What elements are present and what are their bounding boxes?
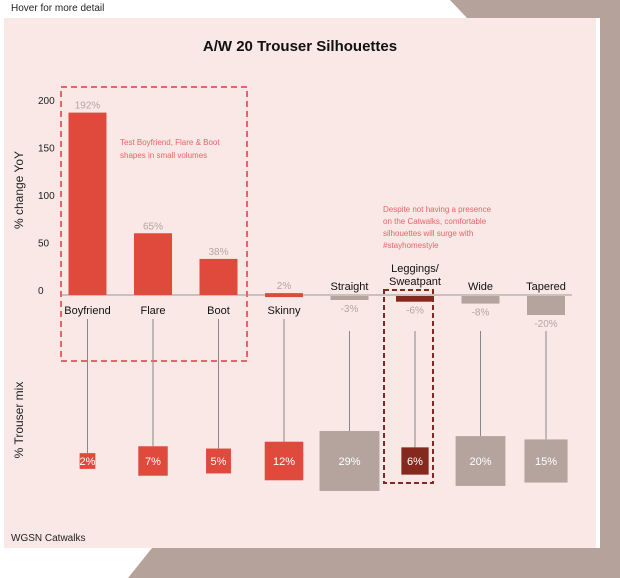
mix-box-leggings-sweatpant[interactable] — [401, 447, 429, 475]
bar-wide[interactable] — [461, 296, 500, 304]
annotation-test-shapes: shapes in small volumes — [120, 151, 207, 160]
yoy-value-label: -20% — [534, 319, 557, 330]
yoy-value-label: 192% — [75, 101, 101, 112]
y-tick-label: 100 — [38, 191, 55, 202]
annotation-stayhome: Despite not having a presence — [383, 205, 492, 214]
category-label: Wide — [468, 281, 493, 293]
category-label: Leggings/ — [391, 263, 440, 275]
bar-flare[interactable] — [134, 233, 172, 295]
mix-value-label: 20% — [469, 456, 491, 468]
y-axis-label-2: % Trouser mix — [12, 382, 26, 459]
yoy-value-label: 65% — [143, 221, 163, 232]
y-tick-label: 50 — [38, 239, 50, 250]
category-label: Boot — [207, 305, 230, 317]
mix-value-label: 12% — [273, 456, 295, 468]
mix-box-skinny[interactable] — [264, 441, 304, 481]
bar-skinny[interactable] — [265, 293, 303, 298]
category-label: Sweatpant — [389, 276, 441, 288]
chart-title: A/W 20 Trouser Silhouettes — [203, 38, 397, 55]
category-label: Boyfriend — [64, 305, 110, 317]
highlight-box-leggings — [383, 289, 434, 484]
mix-box-straight[interactable] — [319, 431, 380, 491]
yoy-value-label: -8% — [472, 308, 490, 319]
bar-leggings-sweatpant[interactable] — [396, 296, 434, 302]
mix-box-boyfriend[interactable] — [79, 453, 96, 469]
bar-boyfriend[interactable] — [68, 112, 107, 295]
mix-value-label: 7% — [145, 456, 161, 468]
mix-box-boot[interactable] — [206, 448, 231, 474]
mix-box-tapered[interactable] — [524, 439, 568, 483]
y-tick-label: 150 — [38, 144, 55, 155]
annotation-stayhome: #stayhomestyle — [383, 241, 439, 250]
mix-value-label: 15% — [535, 456, 557, 468]
yoy-value-label: -6% — [406, 306, 424, 317]
annotation-test-shapes: Test Boyfriend, Flare & Boot — [120, 138, 220, 147]
category-label: Straight — [331, 281, 369, 293]
mix-value-label: 2% — [80, 456, 96, 468]
hover-hint: Hover for more detail — [11, 3, 105, 14]
mix-value-label: 29% — [338, 456, 360, 468]
bar-boot[interactable] — [199, 258, 238, 295]
source-label: WGSN Catwalks — [11, 533, 85, 544]
highlight-box-group-1 — [60, 86, 248, 362]
y-tick-label: 200 — [38, 96, 55, 107]
yoy-value-label: 2% — [277, 281, 292, 292]
yoy-value-label: -3% — [341, 304, 359, 315]
category-label: Tapered — [526, 281, 566, 293]
category-label: Skinny — [267, 305, 301, 317]
y-tick-label: 0 — [38, 286, 44, 297]
mix-value-label: 6% — [407, 456, 423, 468]
annotation-stayhome: silhouettes will surge with — [383, 229, 473, 238]
yoy-value-label: 38% — [208, 247, 228, 258]
bar-tapered[interactable] — [527, 296, 565, 315]
y-axis-label: % change YoY — [12, 151, 26, 229]
mix-box-flare[interactable] — [138, 446, 168, 476]
bar-straight[interactable] — [330, 296, 369, 300]
mix-value-label: 5% — [211, 456, 227, 468]
mix-box-wide[interactable] — [455, 436, 506, 486]
annotation-stayhome: on the Catwalks, comfortable — [383, 217, 487, 226]
category-label: Flare — [140, 305, 165, 317]
